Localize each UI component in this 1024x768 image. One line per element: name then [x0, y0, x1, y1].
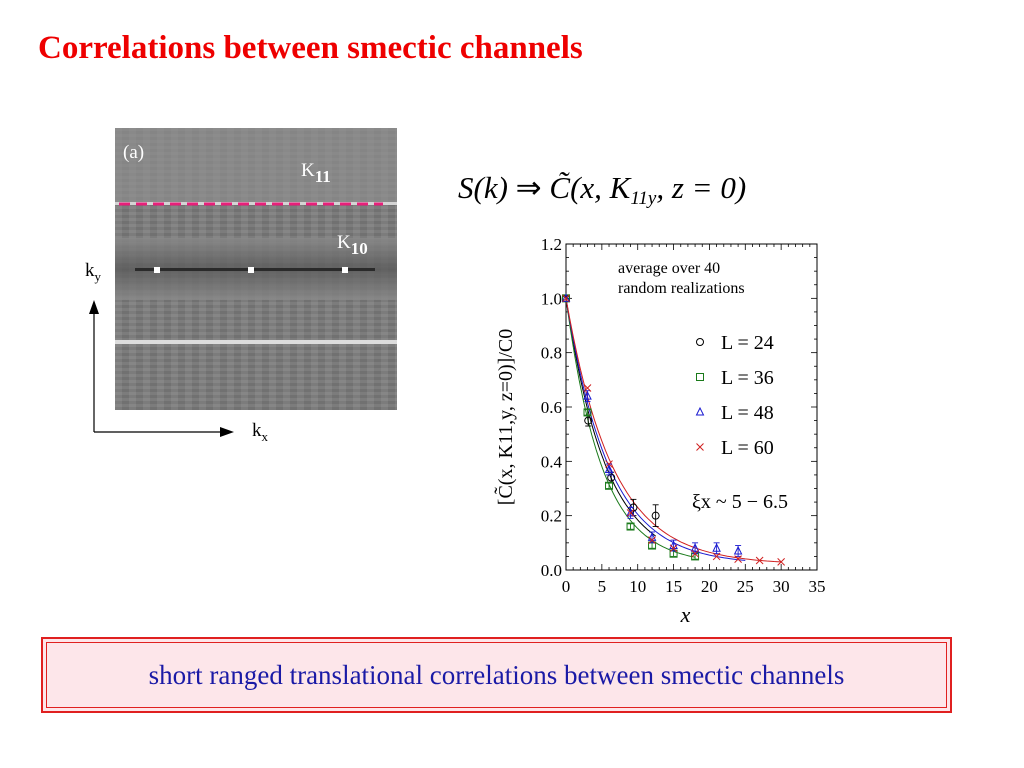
x-axis-label: x [680, 602, 691, 627]
data-point-cross [755, 556, 764, 565]
data-point-triangle [712, 543, 721, 552]
formula-rhs-prefix: C̃(x, K [549, 170, 631, 205]
y-tick-label: 0.8 [541, 344, 562, 363]
data-point-square [583, 408, 592, 417]
data-point-cross [648, 536, 656, 544]
y-tick-label: 1.2 [541, 235, 562, 254]
data-point-square [605, 481, 614, 490]
data-point-cross [669, 544, 678, 553]
data-point-circle [584, 416, 593, 425]
chart-annotation: random realizations [618, 280, 745, 297]
x-tick-label: 30 [773, 577, 790, 596]
legend-label: L = 60 [721, 437, 774, 459]
data-point-cross [562, 294, 570, 303]
data-point-triangle [733, 545, 743, 555]
fit-curve [565, 298, 746, 561]
x-tick-label: 25 [737, 577, 754, 596]
data-point-square [626, 522, 635, 531]
k10-label: K10 [337, 232, 368, 258]
xi-annotation: ξx ~ 5 − 6.5 [692, 491, 788, 513]
diffraction-top-band [115, 128, 397, 204]
data-point-cross [777, 557, 785, 566]
x-tick-label: 35 [809, 577, 826, 596]
chart-annotation: average over 40 [618, 260, 720, 277]
data-point-circle [651, 511, 660, 520]
formula-lhs: S(k) [458, 170, 508, 205]
ky-arrow-head [89, 300, 99, 314]
diffraction-dark-streak [135, 268, 375, 271]
data-point-triangle [690, 543, 700, 552]
y-tick-label: 1.0 [541, 289, 562, 308]
fit-curve [565, 298, 782, 563]
x-tick-label: 20 [701, 577, 718, 596]
bragg-peak-left [154, 267, 160, 273]
legend-marker-cross [696, 443, 704, 451]
summary-box-inner-border: short ranged translational correlations … [46, 642, 947, 708]
y-tick-label: 0.4 [541, 452, 563, 471]
correlation-chart: 0 5 10 15 20 25 30 35 0.0 0.2 0.4 0.6 0.8 1.0 1.2 x [C̃(… [493, 235, 826, 627]
formula-rhs-suffix: , z = 0) [656, 170, 747, 205]
data-point-cross [605, 460, 613, 468]
legend-marker-triangle [695, 406, 705, 416]
diffraction-bright-line-bottom [115, 340, 397, 344]
bragg-peak-k10 [342, 267, 348, 273]
fit-curve [565, 298, 656, 537]
data-point-cross [691, 549, 699, 558]
panel-label: (a) [123, 142, 144, 163]
summary-text: short ranged translational correlations … [148, 659, 845, 690]
data-point-circle [607, 473, 616, 482]
x-tick-label: 10 [629, 577, 646, 596]
legend-label: L = 48 [721, 402, 774, 424]
bragg-peak-center [248, 267, 254, 273]
slide-title: Correlations between smectic channels [38, 30, 583, 66]
y-axis-label: [C̃(x, K11,y, z=0)]/C0 [493, 329, 517, 505]
summary-box: short ranged translational correlations … [41, 637, 952, 713]
ky-label: ky [85, 260, 101, 284]
kx-arrow-head [220, 427, 234, 437]
data-point-triangle [626, 507, 635, 517]
legend-label: L = 36 [721, 367, 774, 389]
data-point-triangle [561, 293, 571, 302]
x-tick-label: 15 [665, 577, 682, 596]
structure-factor-formula: S(k) ⇒ C̃(x, K11y, z = 0) [458, 170, 746, 210]
formula-rhs-sub: 11y [630, 188, 657, 209]
x-tick-label: 0 [562, 577, 571, 596]
x-tick-label: 5 [598, 577, 607, 596]
data-point-cross [583, 384, 592, 392]
kx-label: kx [252, 420, 268, 444]
data-point-triangle [604, 464, 614, 473]
data-point-cross [712, 552, 721, 561]
k11-label: K11 [301, 160, 331, 186]
diffraction-image: (a) K11 K10 [115, 128, 397, 410]
reciprocal-axes [89, 300, 234, 437]
y-tick-label: 0.2 [541, 507, 562, 526]
y-tick-label: 0.0 [541, 561, 562, 580]
data-point-cross [734, 555, 742, 563]
diffraction-panel: (a) K11 K10 ky kx [78, 124, 408, 454]
formula-arrow: ⇒ [515, 170, 542, 205]
legend-marker-square [696, 373, 704, 381]
y-tick-label: 0.6 [541, 398, 562, 417]
data-point-triangle [583, 391, 592, 400]
data-point-cross [626, 509, 635, 517]
legend-label: L = 24 [721, 332, 774, 354]
legend-marker-circle [696, 338, 704, 346]
